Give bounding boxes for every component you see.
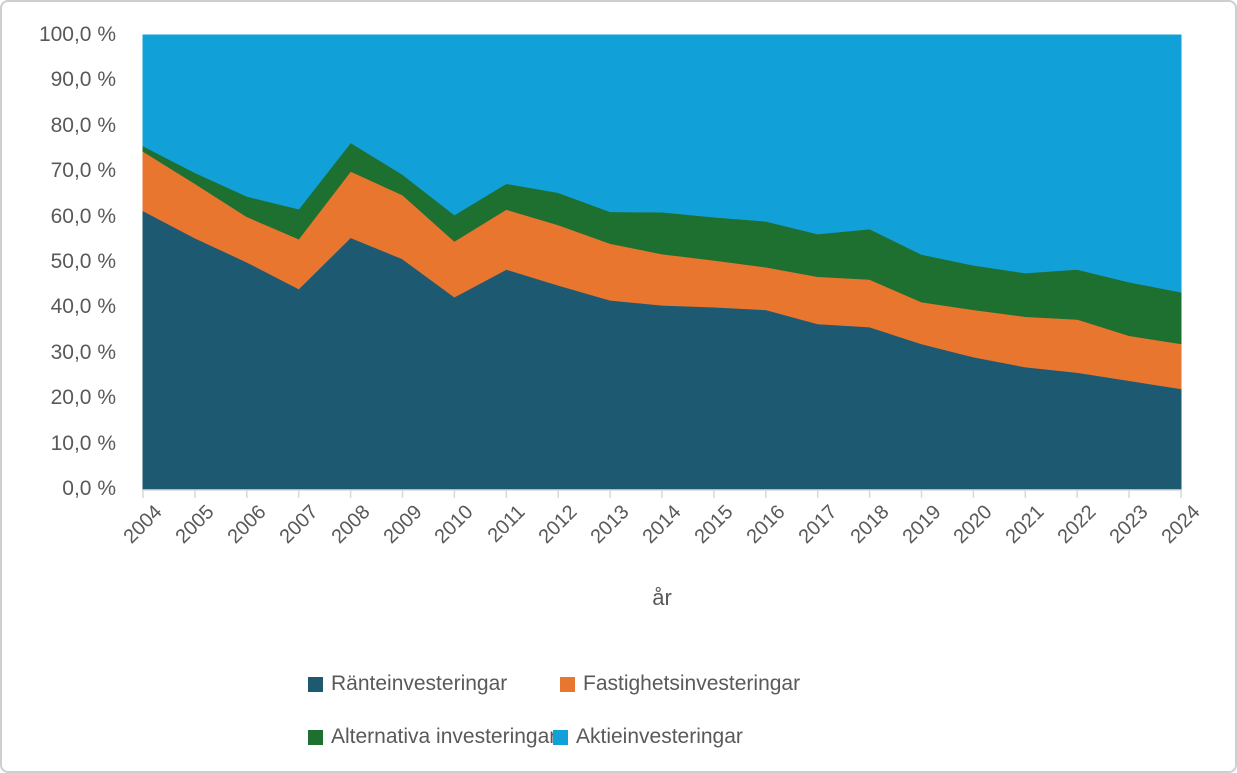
y-axis-tick-label: 100,0 %	[38, 23, 116, 46]
y-axis-tick-label: 70,0 %	[50, 159, 116, 183]
legend-item-fastighetsinvesteringar: Fastighetsinvesteringar	[560, 673, 800, 695]
legend-swatch-aktieinvesteringar	[553, 729, 568, 745]
legend-item-aktieinvesteringar: Aktieinvesteringar	[553, 726, 743, 748]
y-axis-tick-label: 50,0 %	[50, 250, 116, 273]
y-axis-tick-label: 90,0 %	[50, 68, 116, 92]
y-axis-tick-label: 40,0 %	[50, 295, 116, 319]
y-axis-tick-label: 10,0 %	[50, 431, 116, 455]
legend-label: Fastighetsinvesteringar	[583, 672, 801, 695]
legend-swatch-alternativa-investeringar	[308, 729, 323, 745]
y-axis-tick-label: 30,0 %	[50, 340, 116, 364]
y-axis-tick-label: 20,0 %	[50, 386, 116, 410]
y-axis-tick-label: 60,0 %	[50, 204, 116, 228]
y-axis-tick-label: 0,0 %	[62, 477, 116, 500]
legend-label: Ränteinvesteringar	[331, 672, 508, 695]
legend-label: Aktieinvesteringar	[576, 725, 743, 748]
legend-swatch-ranteinvesteringar	[308, 676, 323, 692]
x-axis-title: år	[652, 585, 672, 610]
legend-swatch-fastighetsinvesteringar	[560, 676, 575, 692]
legend-label: Alternativa investeringar	[331, 725, 557, 748]
area-aktieinvesteringar	[142, 34, 1182, 293]
legend-item-alternativa-investeringar: Alternativa investeringar	[308, 726, 556, 748]
legend-item-ranteinvesteringar: Ränteinvesteringar	[308, 673, 507, 695]
y-axis-tick-label: 80,0 %	[50, 113, 116, 137]
